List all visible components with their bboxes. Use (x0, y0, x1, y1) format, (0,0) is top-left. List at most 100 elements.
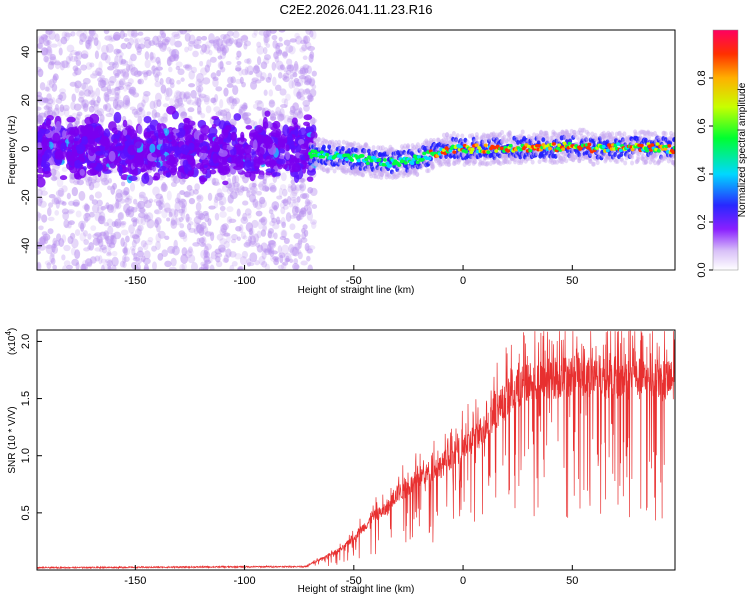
noise-point (280, 172, 287, 182)
noise-point (38, 225, 44, 231)
noise-point (256, 45, 265, 55)
noise-point (187, 40, 196, 47)
noise-point (231, 97, 237, 105)
noise-point (117, 85, 125, 90)
band-point (202, 169, 208, 175)
noise-point (87, 36, 93, 47)
noise-point (93, 103, 99, 112)
noise-point (80, 64, 88, 71)
noise-point (283, 67, 289, 73)
noise-point (240, 231, 246, 240)
noise-point (217, 61, 224, 70)
band-point (153, 172, 161, 181)
noise-point (169, 82, 175, 89)
noise-point (122, 71, 130, 80)
noise-point (290, 196, 297, 201)
noise-point (148, 40, 156, 46)
noise-point (95, 237, 101, 245)
noise-point (219, 98, 224, 109)
noise-point (303, 104, 310, 112)
band-point (285, 144, 290, 152)
noise-point (188, 34, 196, 45)
halo-point (572, 129, 577, 135)
noise-point (130, 232, 136, 239)
noise-point (302, 99, 310, 107)
noise-point (242, 200, 249, 206)
noise-point (295, 35, 303, 45)
noise-point (199, 242, 206, 248)
noise-point (169, 78, 175, 85)
noise-point (42, 35, 51, 43)
noise-point (219, 238, 228, 245)
noise-point (179, 223, 185, 229)
noise-point (115, 198, 120, 209)
noise-point (247, 235, 253, 244)
noise-point (78, 96, 85, 103)
band-point (217, 138, 224, 145)
noise-point (131, 239, 137, 248)
halo-point (474, 134, 479, 140)
band-point (183, 117, 191, 123)
ridge-point (464, 150, 469, 154)
noise-point (252, 198, 259, 209)
noise-point (232, 85, 239, 96)
noise-point (106, 204, 115, 213)
ridge-point (508, 143, 513, 148)
noise-point (302, 64, 310, 70)
noise-point (273, 232, 278, 240)
ridge-point (365, 161, 370, 166)
ridge-point (410, 161, 415, 165)
noise-point (205, 105, 212, 114)
noise-point (298, 75, 307, 80)
noise-point (289, 38, 297, 43)
noise-point (138, 194, 145, 200)
noise-point (106, 204, 114, 211)
noise-point (114, 55, 119, 66)
noise-point (144, 39, 152, 49)
noise-point (237, 191, 244, 196)
noise-point (72, 201, 80, 207)
noise-point (288, 201, 293, 208)
noise-point (249, 235, 257, 246)
noise-point (306, 206, 312, 216)
band-point (231, 154, 238, 164)
noise-point (55, 97, 63, 104)
noise-point (181, 247, 188, 256)
noise-point (261, 260, 268, 268)
noise-point (159, 78, 164, 86)
noise-point (204, 64, 211, 73)
noise-point (193, 227, 199, 235)
noise-point (175, 65, 181, 71)
noise-point (226, 96, 235, 106)
noise-point (299, 47, 306, 53)
noise-point (263, 47, 268, 55)
noise-point (78, 91, 86, 99)
noise-point (192, 189, 199, 195)
noise-point (111, 250, 118, 257)
band-point (65, 151, 74, 162)
noise-point (193, 216, 202, 225)
noise-point (241, 250, 249, 259)
noise-point (183, 91, 191, 100)
noise-point (272, 39, 278, 49)
noise-point (259, 199, 267, 208)
noise-point (289, 191, 298, 198)
band-point (198, 133, 205, 143)
noise-point (51, 197, 60, 205)
noise-point (182, 94, 188, 103)
noise-point (303, 80, 312, 86)
noise-point (255, 79, 262, 84)
noise-point (82, 30, 88, 39)
noise-point (304, 242, 310, 252)
noise-point (253, 30, 258, 36)
noise-point (111, 256, 119, 267)
noise-point (120, 220, 127, 226)
noise-point (187, 107, 195, 113)
noise-point (113, 93, 121, 102)
noise-point (192, 242, 201, 247)
noise-point (298, 210, 305, 220)
noise-point (145, 212, 154, 222)
noise-point (127, 78, 134, 85)
halo-point (371, 145, 376, 151)
band-point (45, 118, 51, 129)
